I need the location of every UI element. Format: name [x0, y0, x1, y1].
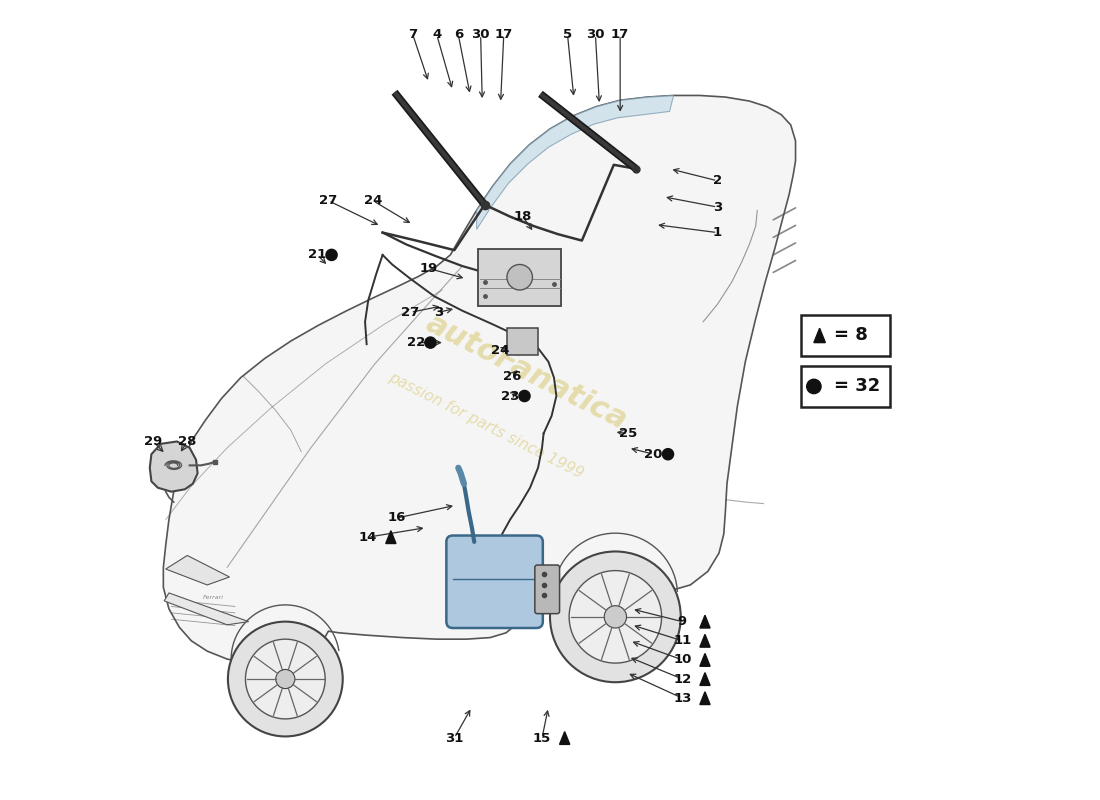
Text: 17: 17: [495, 28, 513, 42]
Text: 15: 15: [532, 731, 551, 745]
Text: 18: 18: [514, 210, 532, 223]
Circle shape: [662, 449, 673, 460]
Text: = 8: = 8: [834, 326, 868, 345]
Text: 22: 22: [407, 336, 426, 349]
Text: 6: 6: [453, 28, 463, 42]
Circle shape: [425, 337, 436, 348]
Text: 10: 10: [673, 654, 692, 666]
Polygon shape: [700, 634, 711, 647]
Text: 4: 4: [432, 28, 441, 42]
Polygon shape: [560, 732, 570, 744]
Circle shape: [276, 670, 295, 689]
Text: 13: 13: [673, 692, 692, 705]
Polygon shape: [164, 593, 249, 625]
Polygon shape: [700, 654, 711, 666]
Text: 25: 25: [619, 427, 637, 440]
Text: 28: 28: [178, 435, 197, 448]
Polygon shape: [476, 95, 673, 230]
Polygon shape: [150, 442, 198, 492]
Text: 14: 14: [359, 530, 377, 544]
Text: 7: 7: [408, 28, 417, 42]
Circle shape: [550, 551, 681, 682]
Text: 2: 2: [713, 174, 722, 187]
Text: 24: 24: [492, 344, 509, 357]
FancyBboxPatch shape: [801, 314, 890, 356]
FancyBboxPatch shape: [801, 366, 890, 407]
FancyBboxPatch shape: [535, 565, 560, 614]
Text: 23: 23: [500, 390, 519, 402]
Text: 27: 27: [402, 306, 419, 319]
Polygon shape: [163, 95, 795, 665]
FancyBboxPatch shape: [447, 535, 542, 628]
Polygon shape: [386, 530, 396, 543]
Text: autoFanatica: autoFanatica: [420, 309, 631, 435]
FancyBboxPatch shape: [478, 249, 561, 306]
Text: 3: 3: [433, 306, 443, 319]
Polygon shape: [814, 328, 825, 342]
Text: 26: 26: [503, 370, 521, 382]
Polygon shape: [700, 615, 711, 628]
Text: 27: 27: [319, 194, 338, 207]
Text: 11: 11: [673, 634, 692, 647]
Text: 30: 30: [472, 28, 490, 42]
Text: 3: 3: [713, 201, 722, 214]
Text: 16: 16: [387, 511, 406, 525]
Text: 5: 5: [563, 28, 572, 42]
Circle shape: [604, 606, 627, 628]
Text: Ferrari: Ferrari: [204, 595, 224, 600]
Circle shape: [519, 390, 530, 402]
FancyBboxPatch shape: [507, 328, 538, 355]
Polygon shape: [700, 692, 711, 705]
Text: 30: 30: [586, 28, 605, 42]
Text: 31: 31: [446, 731, 463, 745]
Text: 12: 12: [673, 673, 692, 686]
Text: 29: 29: [144, 435, 162, 448]
Polygon shape: [700, 673, 711, 686]
Text: 17: 17: [610, 28, 629, 42]
Text: 9: 9: [678, 615, 686, 628]
Circle shape: [326, 250, 337, 261]
Circle shape: [507, 265, 532, 290]
Circle shape: [569, 570, 661, 663]
Circle shape: [228, 622, 343, 737]
Circle shape: [806, 379, 821, 394]
Text: passion for parts since 1999: passion for parts since 1999: [386, 370, 586, 482]
Text: 19: 19: [420, 262, 438, 275]
Text: 20: 20: [645, 448, 663, 461]
Text: 1: 1: [713, 226, 722, 239]
Polygon shape: [166, 555, 230, 585]
Circle shape: [245, 639, 326, 719]
Text: 21: 21: [308, 249, 327, 262]
Text: 24: 24: [364, 194, 382, 207]
Text: = 32: = 32: [834, 378, 880, 395]
